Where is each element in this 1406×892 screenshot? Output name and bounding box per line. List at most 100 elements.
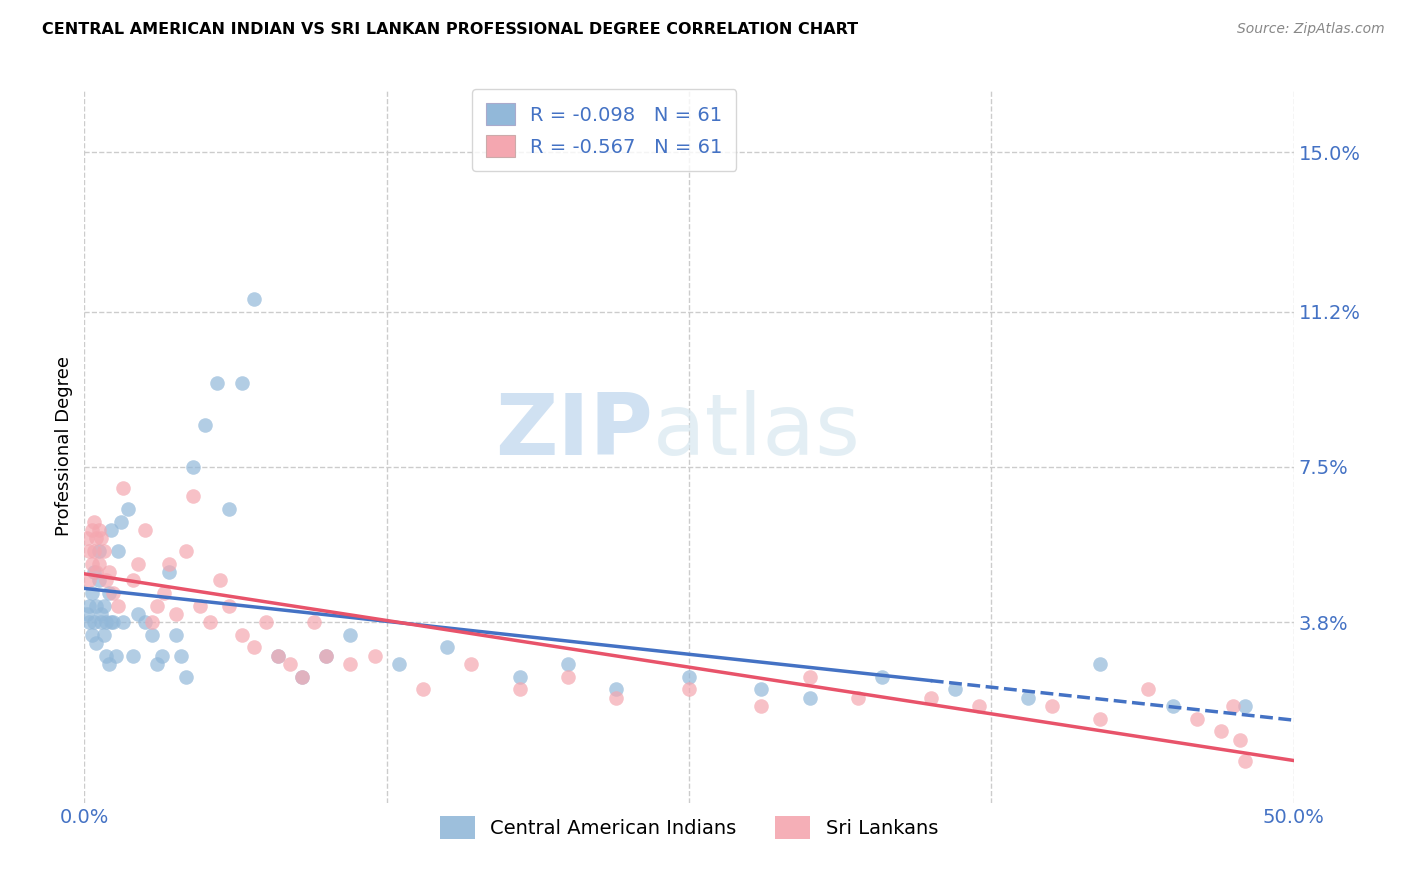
Point [90,532,112,546]
Point [107,544,129,558]
Point [80,628,103,642]
Point [77,574,100,588]
Point [76,532,98,546]
Point [509,670,531,684]
Point [174,544,197,558]
Point [267,648,290,663]
Point [100,615,122,630]
Point [170,648,193,663]
Point [117,502,139,516]
Point [97,657,120,672]
Point [77,544,100,558]
Point [112,615,135,630]
Point [87,574,110,588]
Point [86,565,108,579]
Point [77,599,100,613]
Point [157,565,180,579]
Point [751,682,773,697]
Point [121,648,143,663]
Point [153,586,176,600]
Point [231,628,253,642]
Point [121,574,143,588]
Point [87,523,110,537]
Point [207,376,229,390]
Point [90,615,112,630]
Point [218,502,240,516]
Point [799,670,821,684]
Point [80,586,103,600]
Point [97,565,120,579]
Point [363,648,385,663]
Point [799,690,821,705]
Point [94,648,117,663]
Point [181,460,204,475]
Point [94,574,117,588]
Point [605,690,627,705]
Point [1088,712,1111,726]
Point [194,417,217,432]
Point [104,648,127,663]
Point [557,670,579,684]
Point [242,640,264,655]
Point [1137,682,1160,697]
Point [174,670,197,684]
Point [254,615,277,630]
Point [278,657,301,672]
Point [1209,724,1232,739]
Point [388,657,411,672]
Point [943,682,966,697]
Point [1088,657,1111,672]
Text: ZIP: ZIP [495,390,652,474]
Point [134,615,156,630]
Point [97,586,120,600]
Point [83,515,105,529]
Point [208,574,231,588]
Text: Source: ZipAtlas.com: Source: ZipAtlas.com [1237,22,1385,37]
Point [103,586,125,600]
Point [1222,699,1244,714]
Point [110,515,132,529]
Point [557,657,579,672]
Point [198,615,221,630]
Point [100,523,122,537]
Point [93,628,115,642]
Y-axis label: Professional Degree: Professional Degree [55,356,73,536]
Point [141,628,163,642]
Point [339,657,361,672]
Point [315,648,337,663]
Point [83,544,105,558]
Point [157,557,180,571]
Point [146,657,169,672]
Point [1234,699,1257,714]
Point [103,615,125,630]
Point [93,599,115,613]
Point [1234,754,1257,768]
Point [339,628,361,642]
Point [107,599,129,613]
Point [967,699,990,714]
Point [76,607,98,621]
Point [678,682,700,697]
Point [94,615,117,630]
Point [80,523,103,537]
Point [181,489,204,503]
Point [83,615,105,630]
Point [412,682,434,697]
Point [165,607,187,621]
Point [86,636,108,650]
Point [190,599,212,613]
Point [146,599,169,613]
Point [460,657,482,672]
Point [920,690,942,705]
Point [150,648,173,663]
Point [1040,699,1063,714]
Point [436,640,458,655]
Point [242,292,264,306]
Point [872,670,894,684]
Point [80,557,103,571]
Point [86,532,108,546]
Text: CENTRAL AMERICAN INDIAN VS SRI LANKAN PROFESSIONAL DEGREE CORRELATION CHART: CENTRAL AMERICAN INDIAN VS SRI LANKAN PR… [42,22,858,37]
Point [315,648,337,663]
Point [267,648,290,663]
Point [77,615,100,630]
